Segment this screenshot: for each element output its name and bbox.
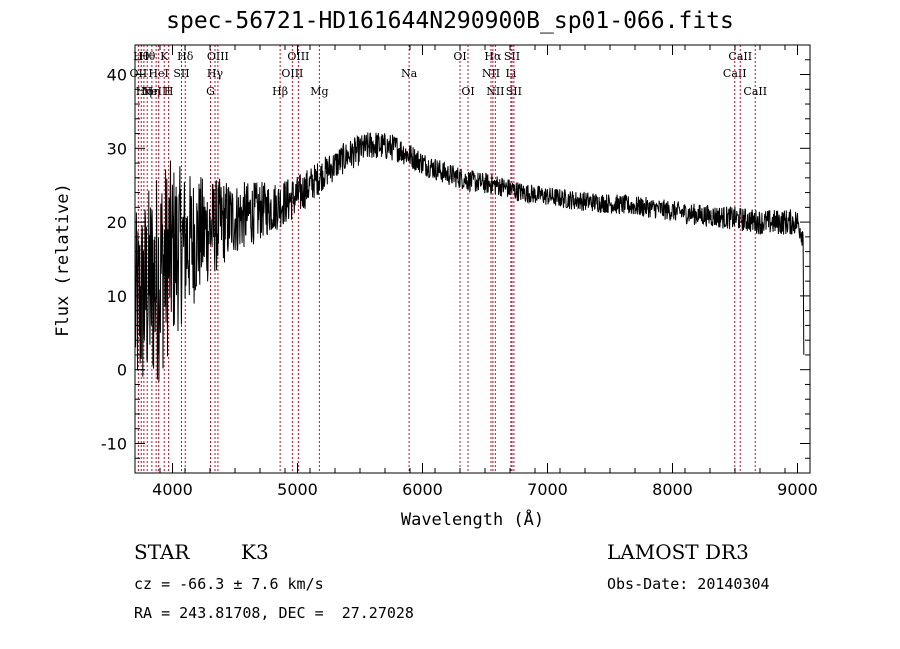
x-axis-label: Wavelength (Å) bbox=[400, 510, 545, 530]
line-label-caii: CaII bbox=[728, 50, 752, 63]
line-label-hei: HeI bbox=[148, 67, 168, 80]
line-label-nii: NII bbox=[486, 85, 504, 98]
line-label-hα: Hα bbox=[484, 50, 502, 63]
line-label-sii: SII bbox=[504, 50, 520, 63]
redshift-text: cz = -66.3 ± 7.6 km/s bbox=[134, 575, 324, 593]
line-label-oiii: OIII bbox=[287, 50, 309, 63]
chart-title: spec-56721-HD161644N290900B_sp01-066.fit… bbox=[166, 8, 734, 34]
class-label: STAR bbox=[134, 540, 190, 564]
line-label-hγ: Hγ bbox=[207, 67, 224, 80]
line-label-nii: NII bbox=[482, 67, 500, 80]
x-tick-label: 6000 bbox=[402, 480, 443, 499]
spectrum-series bbox=[134, 132, 805, 382]
line-label-caii: CaII bbox=[743, 85, 767, 98]
line-label-li: Li bbox=[505, 67, 516, 80]
plot-frame bbox=[134, 44, 811, 474]
obs-date-text: Obs-Date: 20140304 bbox=[607, 575, 770, 593]
line-label-caii: CaII bbox=[723, 67, 747, 80]
line-label-sii: SII bbox=[173, 67, 189, 80]
line-label-oi: OI bbox=[453, 50, 466, 63]
line-label-k: K bbox=[160, 50, 169, 63]
line-label-neiii: NeIII bbox=[142, 85, 171, 98]
line-label-na: Na bbox=[401, 67, 418, 80]
y-tick-label: 40 bbox=[107, 66, 127, 85]
x-tick-label: 7000 bbox=[527, 480, 568, 499]
axis-ticks: 4000 5000 6000 7000 8000 9000 -10 0 10 20 30 40 bbox=[101, 44, 818, 499]
x-tick-label: 5000 bbox=[277, 480, 318, 499]
x-tick-label: 9000 bbox=[777, 480, 818, 499]
line-label-oi: OI bbox=[461, 85, 474, 98]
y-tick-label: 20 bbox=[107, 213, 127, 232]
line-label-hδ: Hδ bbox=[177, 50, 194, 63]
x-tick-label: 8000 bbox=[652, 480, 693, 499]
line-label-hθ: Hθ bbox=[139, 50, 156, 63]
line-label-hβ: Hβ bbox=[272, 85, 288, 98]
line-label-sii: SII bbox=[506, 85, 522, 98]
y-tick-label: 0 bbox=[117, 361, 127, 380]
line-label-oiii: OIII bbox=[281, 67, 303, 80]
line-label-oii: OII bbox=[130, 67, 148, 80]
line-label-hη: Hη bbox=[136, 85, 152, 98]
x-tick-label: 4000 bbox=[152, 480, 193, 499]
y-tick-label: -10 bbox=[101, 434, 127, 453]
line-label-g: G bbox=[206, 85, 215, 98]
line-label-mg: Mg bbox=[310, 85, 328, 98]
coordinates-text: RA = 243.81708, DEC = 27.27028 bbox=[134, 604, 414, 622]
emission-line-markers: OIIHθHηHθHηNeIIIHeIKHSIIHδGHγOIIIHβOIIIO… bbox=[130, 45, 767, 473]
subclass-label: K3 bbox=[241, 540, 269, 564]
y-axis-label: Flux (relative) bbox=[53, 183, 73, 337]
y-tick-label: 10 bbox=[107, 287, 127, 306]
line-label-oiii: OIII bbox=[207, 50, 229, 63]
y-tick-label: 30 bbox=[107, 139, 127, 158]
line-label-h: H bbox=[164, 85, 174, 98]
spectrum-line bbox=[134, 132, 805, 382]
survey-label: LAMOST DR3 bbox=[607, 540, 749, 564]
